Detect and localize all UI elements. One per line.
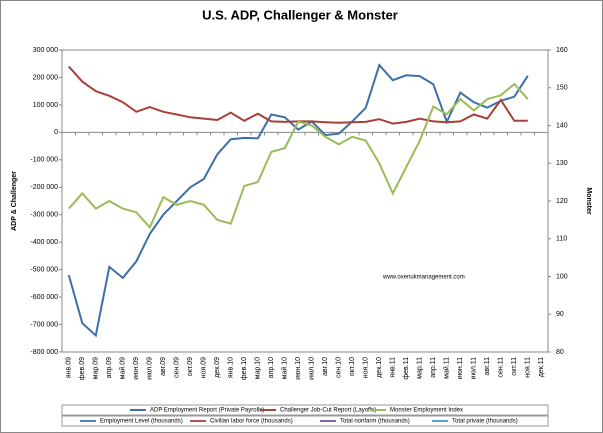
x-tick-label: мар.09 [93,357,100,379]
legend-label: Employment Level (thousands) [100,419,183,425]
y-tick-label: -300 000 [30,212,58,219]
legend-box [61,415,549,427]
x-tick-label: авг.09 [160,357,167,376]
y-axis-label: ADP & Challenger [11,171,18,231]
y-tick-label: 100 000 [33,102,58,109]
x-tick-label: окт.10 [349,357,356,376]
x-tick-label: окт.11 [511,357,518,376]
x-tick-label: июн.09 [133,357,140,380]
legend-label: Monster Employment Index [390,408,463,414]
y2-tick-label: 80 [556,349,564,356]
x-tick-label: ноя.10 [363,357,370,378]
x-tick-label: июл.11 [471,357,478,379]
x-tick-label: янв.10 [228,357,235,378]
y-tick-label: -500 000 [30,266,58,273]
y-tick-label: -400 000 [30,239,58,246]
x-tick-label: янв.11 [390,357,397,378]
x-tick-label: фев.09 [79,357,86,380]
y2-tick-label: 140 [556,122,568,129]
y-tick-label: -100 000 [30,157,58,164]
x-tick-label: мар.11 [417,357,424,379]
legend-label: Total nonfarm (thousands) [340,419,410,425]
x-tick-label: июл.10 [309,357,316,380]
x-tick-label: сен.09 [174,357,181,378]
x-tick-label: июн.10 [295,357,302,380]
annotation: www.oxenukmanagement.com [382,275,465,281]
legend-label: Total private (thousands) [452,419,518,425]
y2-tick-label: 120 [556,198,568,205]
y-tick-label: -600 000 [30,294,58,301]
x-tick-label: ноя.11 [525,357,532,378]
y-tick-label: 0 [54,129,58,136]
series-line [68,82,529,230]
y-tick-label: -700 000 [30,321,58,328]
chart-title: U.S. ADP, Challenger & Monster [202,7,398,22]
x-tick-label: дек.10 [376,357,383,378]
x-tick-label: мар.10 [255,357,262,379]
y-tick-label: -200 000 [30,184,58,191]
y2-axis-label: Monster [585,187,592,215]
legend-label: Civilian labor force (thousands) [210,419,293,425]
x-tick-label: авг.10 [322,357,329,376]
x-tick-label: май.09 [119,357,127,379]
x-tick-label: фев.10 [241,357,248,380]
x-tick-label: май.11 [443,357,451,379]
y2-tick-label: 90 [556,311,564,318]
legend-box [61,404,549,416]
series-line [67,63,529,338]
legend-label: ADP Employment Report (Private Payrolls) [150,408,264,414]
legend-label: Challenger Job-Cut Report (Layoffs) [280,408,376,414]
y-tick-label: -800 000 [30,349,58,356]
x-tick-label: июл.09 [147,357,154,380]
x-tick-label: дек.09 [214,357,221,378]
x-tick-label: янв.09 [66,357,73,378]
x-tick-label: апр.11 [430,357,437,378]
x-tick-label: июн.11 [457,357,464,379]
x-tick-label: сен.11 [498,357,505,378]
x-tick-label: апр.10 [268,357,275,378]
x-tick-label: окт.09 [187,357,194,376]
y2-tick-label: 100 [556,273,568,280]
x-tick-label: апр.09 [106,357,113,378]
y2-tick-label: 110 [556,236,567,243]
y-tick-label: 300 000 [33,47,58,54]
x-tick-label: май.10 [281,357,289,379]
y2-tick-label: 160 [556,47,568,54]
x-tick-label: сен.10 [336,357,343,378]
x-tick-label: ноя.09 [201,357,208,378]
y-tick-label: 200 000 [33,74,58,81]
y2-tick-label: 150 [556,85,568,92]
x-tick-label: фев.11 [403,357,410,380]
x-tick-label: дек.11 [538,357,545,377]
y2-tick-label: 130 [556,160,568,167]
x-tick-label: авг.11 [484,357,491,376]
